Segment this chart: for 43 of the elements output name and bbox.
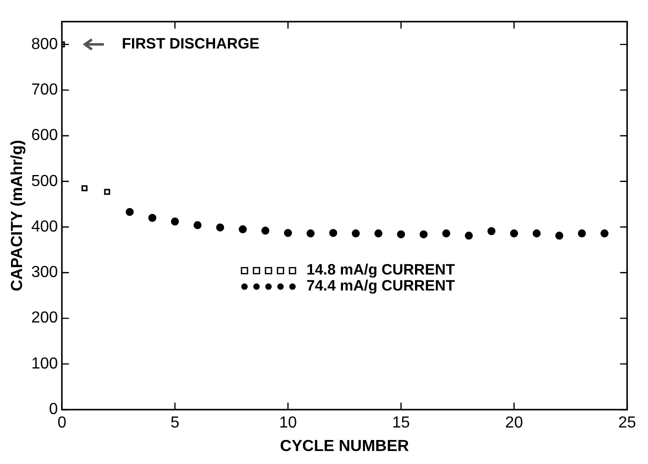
point	[532, 229, 541, 238]
x-tick-label: 10	[279, 414, 297, 432]
point	[329, 228, 338, 237]
point	[555, 232, 564, 240]
point	[352, 229, 360, 238]
y-tick-label: 700	[31, 81, 58, 98]
point	[397, 230, 406, 238]
point	[578, 229, 586, 238]
y-tick-label: 600	[31, 127, 58, 144]
y-tick-label: 0	[48, 401, 58, 418]
point	[126, 208, 134, 216]
point	[216, 223, 224, 232]
point	[261, 226, 270, 235]
point	[487, 227, 496, 236]
x-tick-label: 5	[170, 414, 180, 432]
x-tick-label: 25	[618, 414, 636, 432]
legend-label: 74.4 mA/g CURRENT	[306, 278, 455, 295]
x-tick-label: 15	[392, 414, 410, 432]
point	[104, 188, 110, 195]
y-tick-label: 400	[31, 218, 58, 236]
point	[306, 229, 315, 238]
y-tick-label: 100	[31, 355, 58, 372]
y-tick-label: 200	[31, 310, 58, 327]
point	[510, 229, 518, 238]
point	[238, 225, 247, 234]
point	[170, 218, 179, 226]
point	[464, 232, 473, 240]
point	[600, 229, 608, 238]
point	[420, 230, 428, 238]
y-tick-label: 500	[31, 172, 58, 190]
x-tick-label: 20	[505, 414, 524, 432]
point	[442, 229, 450, 238]
y-tick-label: 800	[31, 36, 58, 53]
point	[284, 228, 292, 237]
legend-label: 14.8 mA/g CURRENT	[306, 262, 455, 279]
y-tick-label: 300	[31, 264, 58, 282]
point	[148, 214, 156, 222]
annotation: FIRST DISCHARGE	[122, 36, 260, 53]
point	[374, 229, 382, 238]
y-axis-title: CAPACITY (mAhr/g)	[9, 140, 26, 292]
point	[194, 221, 202, 230]
point	[81, 185, 88, 192]
x-axis-title: CYCLE NUMBER	[280, 438, 410, 455]
